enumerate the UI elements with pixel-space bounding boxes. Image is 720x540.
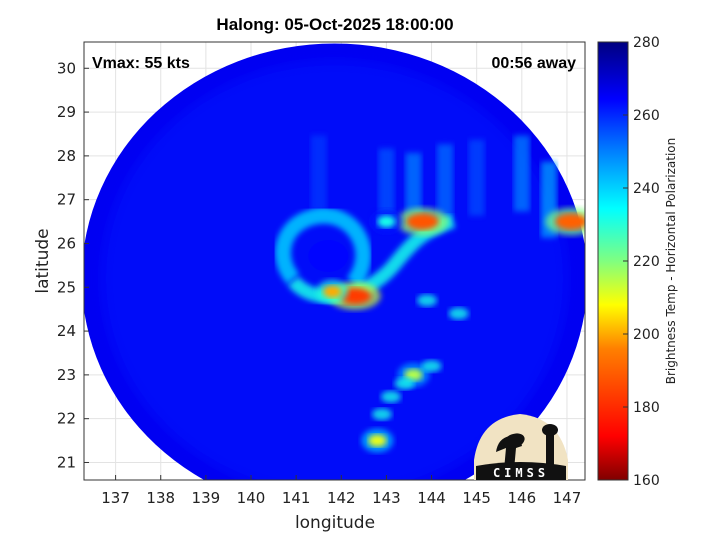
y-tick-label: 24 xyxy=(57,322,76,340)
vmax-annotation: Vmax: 55 kts xyxy=(92,55,190,72)
colorbar-tick-label: 160 xyxy=(633,473,660,489)
streak xyxy=(513,135,530,212)
colorbar-tick-label: 200 xyxy=(633,327,660,343)
time-away-annotation: 00:56 away xyxy=(491,55,576,72)
feature-core xyxy=(323,285,342,298)
y-tick-label: 26 xyxy=(57,234,76,252)
streak xyxy=(468,139,485,216)
colorbar-tick-label: 220 xyxy=(633,254,660,270)
x-tick-label: 139 xyxy=(192,489,221,507)
rainband-cell xyxy=(371,408,392,421)
colorbar-tick-label: 180 xyxy=(633,400,660,416)
y-tick-label: 29 xyxy=(57,103,76,121)
colorbar-tick-label: 260 xyxy=(633,108,660,124)
rainband-cell xyxy=(394,377,415,390)
x-tick-label: 138 xyxy=(146,489,175,507)
x-tick-label: 143 xyxy=(372,489,401,507)
x-tick-label: 141 xyxy=(282,489,311,507)
y-tick-label: 30 xyxy=(57,59,76,77)
swath-layer xyxy=(84,43,585,480)
x-tick-label: 146 xyxy=(507,489,536,507)
x-tick-label: 140 xyxy=(237,489,266,507)
chart-title: Halong: 05-Oct-2025 18:00:00 xyxy=(216,15,453,34)
y-tick-label: 27 xyxy=(57,191,76,209)
axes-frame xyxy=(83,41,586,481)
storm-eye xyxy=(308,240,349,272)
y-tick-label: 25 xyxy=(57,278,76,296)
rainband-cell xyxy=(417,294,438,307)
y-tick-label: 22 xyxy=(57,410,76,428)
y-axis-label: latitude xyxy=(33,228,53,293)
x-tick-label: 137 xyxy=(101,489,130,507)
x-tick-label: 147 xyxy=(553,489,582,507)
streak xyxy=(310,135,327,212)
y-tick-label: 23 xyxy=(57,366,76,384)
axes-box xyxy=(83,41,586,481)
y-tick-label: 28 xyxy=(57,147,76,165)
feature-core xyxy=(377,215,396,228)
feature-core xyxy=(406,213,439,230)
rainband-cell xyxy=(421,360,442,373)
streak xyxy=(378,148,395,225)
x-tick-label: 142 xyxy=(327,489,356,507)
x-ticks: 137 138 139 140 141 142 143 144 145 146 147 xyxy=(101,475,581,507)
y-tick-label: 21 xyxy=(57,453,76,471)
x-axis-label: longitude xyxy=(295,513,375,533)
streak xyxy=(437,144,454,221)
feature-core xyxy=(555,213,585,230)
logo-text: CIMSS xyxy=(493,466,549,480)
cimss-logo: CIMSS xyxy=(474,414,568,480)
rainband-cell xyxy=(380,390,401,403)
colorbar-ticks: 160 180 200 220 240 260 280 xyxy=(623,35,660,489)
feature-core xyxy=(368,434,387,447)
colorbar-label: Brightness Temp - Horizontal Polarizatio… xyxy=(664,138,678,385)
colorbar-tick-label: 280 xyxy=(633,35,660,51)
x-tick-label: 144 xyxy=(417,489,446,507)
rainband-cell xyxy=(448,307,469,320)
feature-core xyxy=(404,368,423,381)
colorbar-tick-label: 240 xyxy=(633,181,660,197)
spiral-ring xyxy=(275,207,372,288)
y-ticks: 21 22 23 24 25 26 27 28 29 30 xyxy=(57,59,89,471)
x-tick-label: 145 xyxy=(462,489,491,507)
